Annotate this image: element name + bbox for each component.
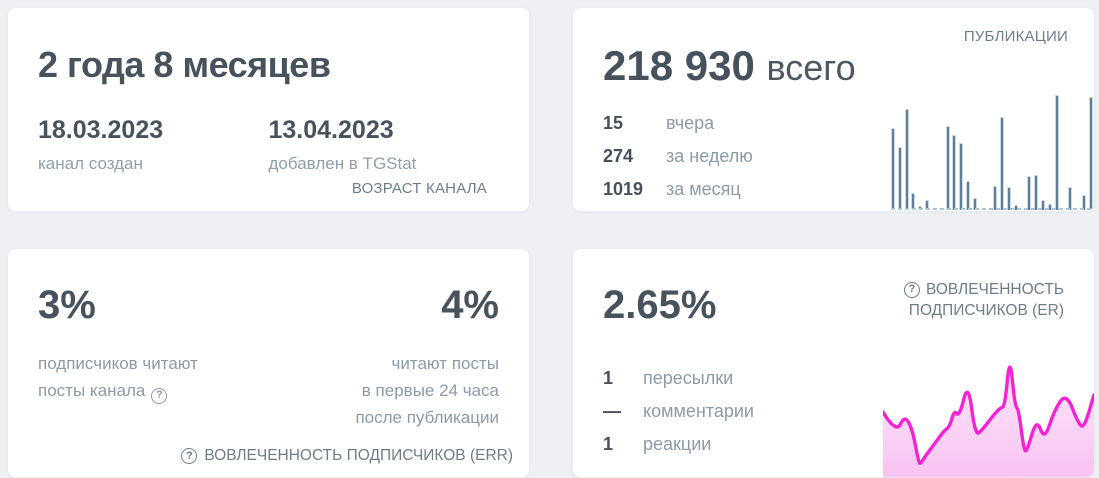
stat-row-yesterday: 15 вчера	[603, 107, 1064, 140]
stat-row-month: 1019 за месяц	[603, 173, 1064, 206]
er-caption: ? ВОВЛЕЧЕННОСТЬ ПОДПИСЧИКОВ (ER)	[904, 279, 1064, 328]
bar	[993, 186, 998, 210]
err-left-line1: подписчиков читают	[38, 354, 198, 373]
bar	[945, 126, 950, 210]
bar	[1034, 175, 1039, 210]
stat-value: 1019	[603, 179, 644, 199]
stat-label: вчера	[666, 113, 715, 133]
bar	[904, 109, 909, 210]
bar	[1088, 97, 1093, 210]
er-head: 2.65% ? ВОВЛЕЧЕННОСТЬ ПОДПИСЧИКОВ (ER)	[603, 269, 1064, 328]
er-caption-line1: ? ВОВЛЕЧЕННОСТЬ	[904, 279, 1064, 300]
bar	[891, 128, 895, 210]
channel-age-caption: ВОЗРАСТ КАНАЛА	[351, 180, 487, 197]
bar	[1054, 95, 1059, 210]
err-read-percent: 3%	[38, 283, 96, 327]
question-icon[interactable]: ?	[181, 448, 198, 464]
question-icon[interactable]: ?	[151, 387, 168, 404]
bar	[1081, 195, 1086, 210]
bar	[1068, 187, 1073, 210]
publications-card: 218 930 всего 15 вчера 274 за неделю 101…	[572, 7, 1095, 212]
err-caption: ? ВОВЛЕЧЕННОСТЬ ПОДПИСЧИКОВ (ERR)	[181, 447, 513, 465]
date-created-value: 18.03.2023	[38, 116, 164, 144]
bar	[959, 143, 964, 210]
err-card: 3% 4% подписчиков читают посты канала? ч…	[7, 248, 530, 478]
stat-row-comments: — комментарии	[603, 395, 1064, 428]
stat-value: 1	[603, 434, 614, 454]
bar	[1040, 200, 1045, 210]
bar	[1000, 117, 1004, 210]
stat-row-reactions: 1 реакции	[603, 428, 1064, 461]
publications-stats: 15 вчера 274 за неделю 1019 за месяц	[603, 107, 1064, 206]
er-card: 2.65% ? ВОВЛЕЧЕННОСТЬ ПОДПИСЧИКОВ (ER) 1…	[572, 248, 1095, 478]
publications-caption: ПУБЛИКАЦИИ	[963, 28, 1068, 45]
err-left-line2: посты канала?	[38, 377, 198, 404]
bar	[1006, 187, 1011, 210]
stat-value: 1	[603, 368, 614, 388]
stat-value: 15	[603, 113, 624, 133]
er-area-chart[interactable]	[881, 344, 1094, 477]
bar	[1027, 176, 1032, 210]
channel-age-value: 2 года 8 месяцев	[38, 44, 331, 85]
err-left-description: подписчиков читают посты канала?	[38, 350, 198, 431]
er-caption-line2: ПОДПИСЧИКОВ (ER)	[908, 302, 1064, 319]
stat-value: 274	[603, 146, 634, 166]
date-added-block: 13.04.2023 добавлен в TGStat	[269, 116, 500, 174]
er-value: 2.65%	[603, 283, 717, 327]
date-created-block: 18.03.2023 канал создан	[38, 116, 269, 174]
er-stats: 1 пересылки — комментарии 1 реакции	[603, 362, 1064, 461]
publications-bar-chart[interactable]	[891, 92, 1093, 210]
bar	[911, 193, 916, 210]
stat-label: за месяц	[666, 179, 741, 199]
bar	[965, 181, 970, 210]
err-right-line2: в первые 24 часа	[361, 381, 499, 400]
bar	[925, 200, 930, 210]
err-values: 3% 4%	[38, 283, 499, 328]
err-caption-text: ВОВЛЕЧЕННОСТЬ ПОДПИСЧИКОВ (ERR)	[204, 447, 513, 464]
bar	[972, 198, 977, 210]
er-chart-svg	[881, 365, 1094, 477]
stat-value: —	[603, 401, 621, 421]
stat-label: реакции	[643, 434, 712, 454]
date-created-label: канал создан	[38, 154, 143, 173]
channel-age-card: 2 года 8 месяцев 18.03.2023 канал создан…	[7, 7, 530, 212]
err-right-description: читают посты в первые 24 часа после публ…	[355, 350, 499, 431]
stat-label: комментарии	[643, 401, 754, 421]
stat-row-forwards: 1 пересылки	[603, 362, 1064, 395]
publications-total: 218 930 всего	[603, 42, 1064, 90]
publications-total-value: 218 930	[603, 42, 755, 89]
err-descriptions: подписчиков читают посты канала? читают …	[38, 350, 499, 431]
date-added-value: 13.04.2023	[268, 116, 394, 144]
stat-label: пересылки	[643, 368, 734, 388]
publications-total-label: всего	[766, 47, 856, 88]
bar	[1013, 205, 1018, 210]
bar-chart-baseline	[891, 208, 1093, 210]
date-added-label: добавлен в TGStat	[268, 154, 417, 173]
stat-row-week: 274 за неделю	[603, 140, 1064, 173]
err-right-line3: после публикации	[355, 408, 499, 427]
bar	[1047, 204, 1052, 210]
err-24h-percent: 4%	[441, 283, 499, 327]
question-icon[interactable]: ?	[904, 281, 920, 298]
bar	[897, 147, 902, 210]
err-right-line1: читают посты	[391, 354, 499, 373]
channel-dates: 18.03.2023 канал создан 13.04.2023 добав…	[38, 116, 499, 174]
bar	[952, 135, 957, 210]
stat-label: за неделю	[666, 146, 753, 166]
